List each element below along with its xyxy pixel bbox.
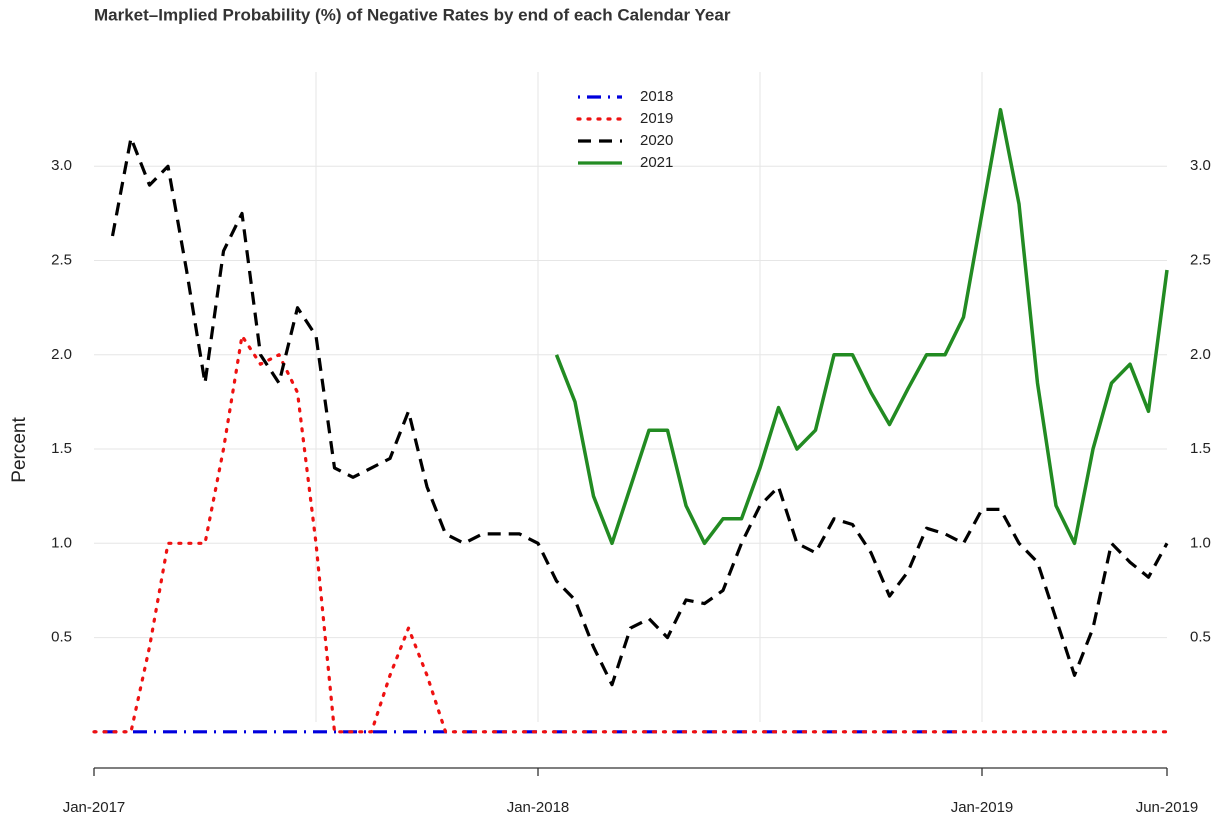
y-tick-label: 1.0: [51, 534, 72, 551]
x-tick-label: Jun-2019: [1136, 799, 1199, 816]
y-tick-label-right: 2.5: [1190, 251, 1211, 268]
x-tick-label: Jan-2017: [63, 799, 126, 816]
y-tick-label-right: 1.5: [1190, 440, 1211, 457]
y-tick-label: 1.5: [51, 440, 72, 457]
series-line: [110, 136, 1169, 687]
legend-label: 2019: [640, 110, 673, 127]
y-tick-label-right: 3.0: [1190, 157, 1211, 174]
legend-label: 2018: [640, 88, 673, 105]
y-tick-label: 0.5: [51, 629, 72, 646]
chart-title: Market–Implied Probability (%) of Negati…: [94, 5, 731, 24]
y-tick-label-right: 2.0: [1190, 346, 1211, 363]
y-tick-label-right: 0.5: [1190, 629, 1211, 646]
x-tick-label: Jan-2019: [951, 799, 1014, 816]
y-tick-label-right: 1.0: [1190, 534, 1211, 551]
y-axis-label: Percent: [9, 417, 30, 483]
legend-label: 2020: [640, 132, 673, 149]
x-tick-label: Jan-2018: [507, 799, 570, 816]
y-tick-label: 2.0: [51, 346, 72, 363]
legend-label: 2021: [640, 154, 673, 171]
y-tick-label: 3.0: [51, 157, 72, 174]
y-tick-label: 2.5: [51, 251, 72, 268]
series-line: [92, 334, 1169, 734]
series-line: [554, 107, 1169, 546]
